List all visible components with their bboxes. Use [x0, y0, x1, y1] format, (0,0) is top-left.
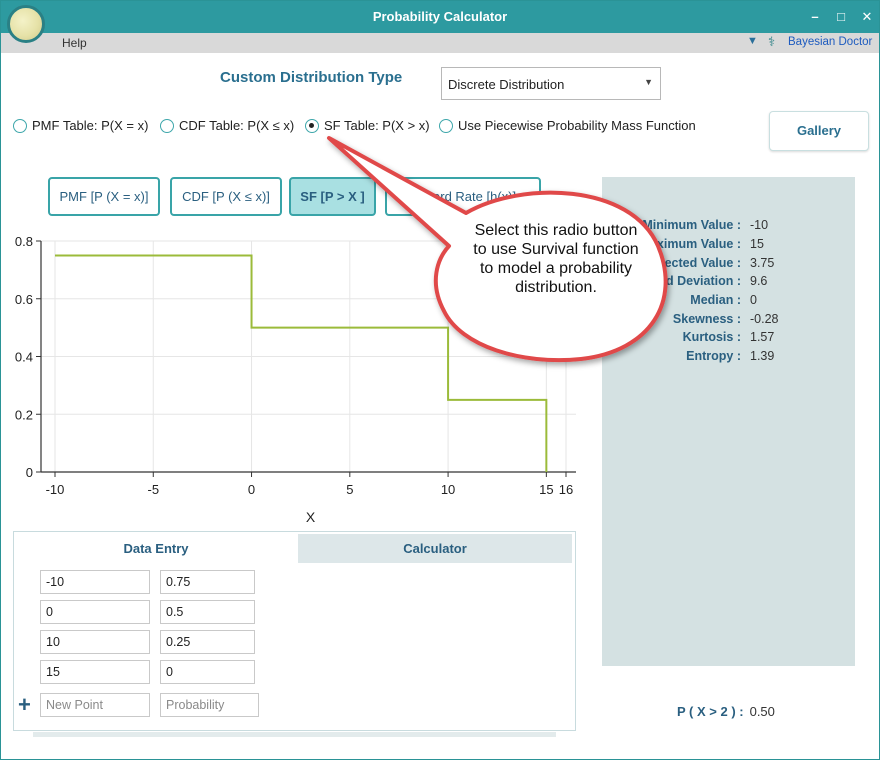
menu-help[interactable]: Help	[62, 36, 87, 50]
callout-text: Select this radio button to use Survival…	[466, 221, 646, 297]
x-tick-label: 15	[539, 482, 553, 497]
x-value-input[interactable]: 10	[40, 630, 150, 654]
gallery-button[interactable]: Gallery	[769, 111, 869, 151]
radio-label: Use Piecewise Probability Mass Function	[458, 118, 696, 133]
x-value-input[interactable]: -10	[40, 570, 150, 594]
x-tick-label: -10	[46, 482, 65, 497]
probability-result-label: P ( X > 2 ) :	[677, 704, 744, 719]
distribution-type-label: Custom Distribution Type	[220, 69, 402, 86]
maximize-button[interactable]: □	[831, 7, 851, 27]
stat-row: Entropy : 1.39	[602, 349, 855, 367]
radio-label: SF Table: P(X > x)	[324, 118, 430, 133]
probability-input[interactable]: 0	[160, 660, 255, 684]
panel-shadow	[33, 732, 556, 737]
probability-result: P ( X > 2 ) : 0.50	[677, 704, 775, 719]
distribution-type-select[interactable]: Discrete Distribution ▼	[441, 67, 661, 100]
title-bar: Probability Calculator – □ ✕	[1, 1, 879, 33]
stat-value: 15	[750, 237, 764, 251]
x-tick-label: 0	[248, 482, 255, 497]
chevron-down-icon[interactable]: ▼	[747, 35, 758, 47]
stat-row: Skewness : -0.28	[602, 312, 855, 330]
x-tick-label: 16	[559, 482, 573, 497]
stat-value: 3.75	[750, 256, 774, 270]
stat-label: Minimum Value :	[642, 218, 741, 232]
stat-label: Skewness :	[673, 312, 741, 326]
stat-label: Expected Value :	[642, 256, 741, 270]
x-tick-label: 5	[346, 482, 353, 497]
probability-result-value: 0.50	[750, 704, 775, 719]
radio-circle	[439, 119, 453, 133]
probability-input[interactable]: 0.5	[160, 600, 255, 624]
stethoscope-icon: ⚕	[768, 34, 775, 50]
stat-value: 0	[750, 293, 757, 307]
radio-label: PMF Table: P(X = x)	[32, 118, 148, 133]
new-probability-input[interactable]: Probability	[160, 693, 259, 717]
stat-label: Kurtosis :	[683, 330, 741, 344]
radio-circle	[13, 119, 27, 133]
stat-label: Maximum Value :	[640, 237, 741, 251]
y-tick-label: 0	[26, 465, 33, 480]
minimize-button[interactable]: –	[805, 7, 825, 27]
tab-pmf[interactable]: PMF [P (X = x)]	[48, 177, 160, 216]
stat-value: 1.39	[750, 349, 774, 363]
x-tick-label: -5	[147, 482, 159, 497]
x-tick-label: 10	[441, 482, 455, 497]
tab-hazard-rate[interactable]: Hazard Rate [h(x)]	[385, 177, 541, 216]
plus-icon[interactable]: +	[18, 695, 31, 715]
radio-label: CDF Table: P(X ≤ x)	[179, 118, 294, 133]
dropdown-arrow-icon: ▼	[644, 77, 653, 87]
menu-bar: Help ▼ ⚕ Bayesian Doctor	[1, 33, 879, 53]
y-tick-label: 0.6	[15, 292, 33, 307]
stat-row: Kurtosis : 1.57	[602, 330, 855, 348]
probability-input[interactable]: 0.25	[160, 630, 255, 654]
y-tick-label: 0.2	[15, 407, 33, 422]
stat-value: -0.28	[750, 312, 779, 326]
distribution-type-value: Discrete Distribution	[448, 77, 564, 92]
stat-value: 9.6	[750, 274, 767, 288]
close-button[interactable]: ✕	[857, 7, 877, 27]
x-axis-title: X	[306, 509, 316, 525]
x-value-input[interactable]: 15	[40, 660, 150, 684]
stat-label: Entropy :	[686, 349, 741, 363]
data-entry-panel: Data Entry Calculator -10 0.75 0 0.5 10 …	[13, 531, 576, 731]
window-title: Probability Calculator	[1, 9, 879, 24]
radio-circle-checked	[305, 119, 319, 133]
bayesian-doctor-link[interactable]: Bayesian Doctor	[788, 36, 872, 48]
stat-label: Median :	[690, 293, 741, 307]
stat-value: -10	[750, 218, 768, 232]
tab-calculator[interactable]: Calculator	[298, 534, 572, 563]
stat-value: 1.57	[750, 330, 774, 344]
y-tick-label: 0.8	[15, 234, 33, 249]
radio-circle	[160, 119, 174, 133]
tab-sf[interactable]: SF [P > X ]	[289, 177, 376, 216]
tab-cdf[interactable]: CDF [P (X ≤ x)]	[170, 177, 282, 216]
y-tick-label: 0.4	[15, 350, 33, 365]
probability-input[interactable]: 0.75	[160, 570, 255, 594]
tab-data-entry[interactable]: Data Entry	[14, 534, 298, 563]
app-logo-icon	[7, 5, 45, 43]
x-value-input[interactable]: 0	[40, 600, 150, 624]
new-point-input[interactable]: New Point	[40, 693, 150, 717]
